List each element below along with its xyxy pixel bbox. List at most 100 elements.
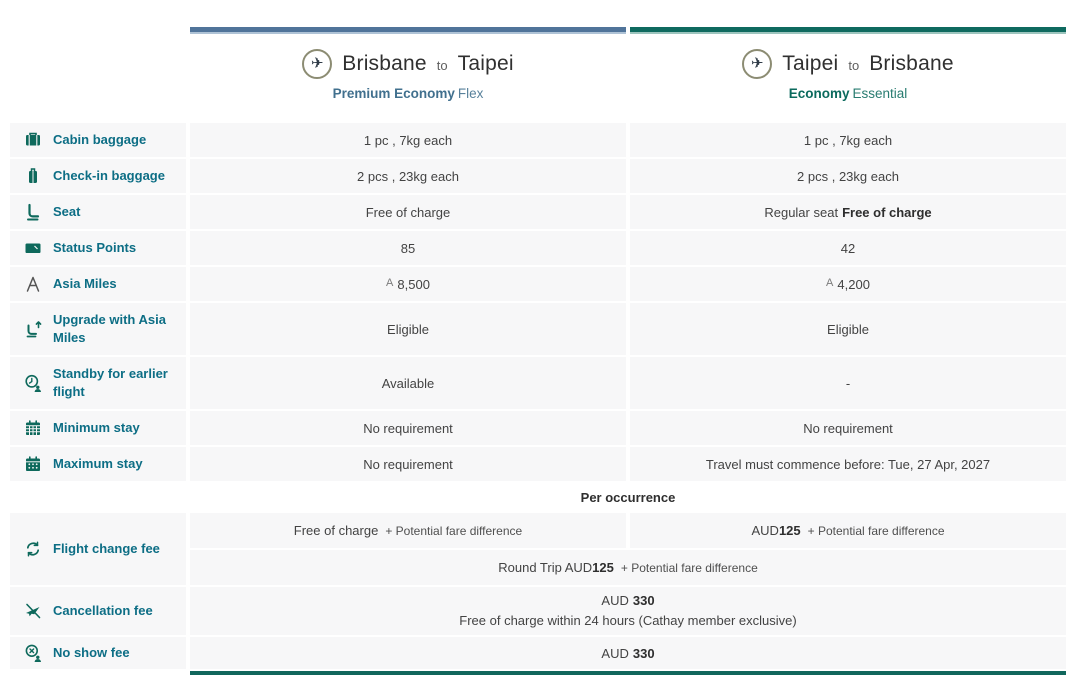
outbound-flight-change-fee: Free of charge + Potential fare differen… — [190, 513, 626, 548]
outbound-maximum-stay-value: No requirement — [190, 447, 626, 481]
row-label-text: Flight change fee — [53, 541, 160, 556]
inbound-cabin-class: Economy Essential — [630, 86, 1066, 101]
outbound-to-label: to — [436, 58, 448, 73]
outbound-fare-type: Flex — [457, 86, 484, 101]
inbound-cabin-name: Economy — [788, 86, 850, 101]
plane-icon: ✈ — [751, 54, 764, 72]
bottom-accent-bar — [190, 671, 1066, 675]
row-cancellation-fee: Cancellation fee — [10, 587, 186, 635]
outbound-minimum-stay-value: No requirement — [190, 411, 626, 445]
cancellation-fee-value: AUD 330 Free of charge within 24 hours (… — [190, 587, 1066, 635]
plane-circle-icon: ✈ — [742, 49, 773, 79]
plane-circle-icon: ✈ — [302, 49, 333, 79]
row-label-text: Asia Miles — [53, 276, 117, 291]
inbound-destination: Brisbane — [869, 52, 954, 75]
inbound-header: ✈ Taipei to Brisbane Economy Essential — [630, 0, 1066, 121]
asia-miles-logo: A — [386, 277, 394, 289]
outbound-cabin-name: Premium Economy — [332, 86, 455, 101]
currency-code: AUD — [751, 523, 779, 538]
row-flight-change-fee: Flight change fee — [10, 513, 186, 585]
fare-comparison-table: ✈ Brisbane to Taipei Premium Economy Flex… — [10, 0, 1080, 675]
outbound-destination: Taipei — [457, 52, 514, 75]
seat-icon — [23, 202, 43, 222]
row-maximum-stay: Maximum stay — [10, 447, 186, 481]
outbound-header: ✈ Brisbane to Taipei Premium Economy Flex — [190, 0, 626, 121]
inbound-upgrade-value: Eligible — [630, 303, 1066, 355]
asia-miles-icon — [23, 274, 43, 294]
outbound-accent-bar-light — [190, 32, 626, 34]
inbound-cabin-baggage-value: 1 pc , 7kg each — [630, 123, 1066, 157]
inbound-accent-bar — [630, 27, 1066, 32]
outbound-route-title: ✈ Brisbane to Taipei — [190, 49, 626, 79]
per-occurrence-label: Per occurrence — [190, 483, 1066, 511]
fare-difference-note: + Potential fare difference — [385, 523, 523, 538]
outbound-standby-value: Available — [190, 357, 626, 409]
plane-icon: ✈ — [311, 54, 324, 72]
inbound-minimum-stay-value: No requirement — [630, 411, 1066, 445]
row-cabin-baggage: Cabin baggage — [10, 123, 186, 157]
currency-code: AUD — [601, 593, 629, 608]
flight-change-fee-value: Free of charge — [293, 523, 379, 538]
fee-amount: 330 — [632, 593, 655, 608]
asia-miles-amount: 4,200 — [837, 276, 870, 292]
row-label-text: Check-in baggage — [53, 168, 165, 183]
seat-value-bold: Free of charge — [842, 204, 932, 220]
per-occurrence-spacer — [10, 483, 186, 511]
checkin-baggage-icon — [23, 166, 43, 186]
inbound-maximum-stay-value: Travel must commence before: Tue, 27 Apr… — [630, 447, 1066, 481]
row-label-text: Standby for earlier flight — [53, 366, 168, 399]
fare-difference-note: + Potential fare difference — [620, 560, 758, 575]
maximum-stay-calendar-icon — [23, 454, 43, 474]
row-label-text: Minimum stay — [53, 420, 140, 435]
row-label-text: Status Points — [53, 240, 137, 255]
seat-value-text: Regular seat — [764, 204, 839, 220]
fee-amount: 330 — [632, 645, 655, 661]
row-asia-miles: Asia Miles — [10, 267, 186, 301]
outbound-origin: Brisbane — [342, 52, 427, 75]
inbound-standby-value: - — [630, 357, 1066, 409]
inbound-asia-miles-value: A 4,200 — [630, 267, 1066, 301]
inbound-seat-value: Regular seat Free of charge — [630, 195, 1066, 229]
inbound-checkin-baggage-value: 2 pcs , 23kg each — [630, 159, 1066, 193]
flight-change-fee-value: AUD 125 — [751, 523, 800, 538]
bottom-bar-spacer — [10, 671, 186, 675]
row-label-text: Upgrade with Asia Miles — [53, 312, 166, 345]
row-no-show-fee: No show fee — [10, 637, 186, 669]
fare-difference-note: + Potential fare difference — [807, 523, 945, 538]
outbound-upgrade-value: Eligible — [190, 303, 626, 355]
header-spacer — [10, 0, 186, 121]
row-label-text: Maximum stay — [53, 456, 143, 471]
cancellation-fee-amount-line: AUD 330 — [601, 591, 654, 611]
outbound-accent-bar — [190, 27, 626, 32]
outbound-cabin-class: Premium Economy Flex — [190, 86, 626, 101]
inbound-route-title: ✈ Taipei to Brisbane — [630, 49, 1066, 79]
row-label-text: Cabin baggage — [53, 132, 147, 147]
asia-miles-amount: 8,500 — [397, 276, 430, 292]
row-status-points: Status Points — [10, 231, 186, 265]
currency-code: AUD — [601, 645, 629, 661]
outbound-checkin-baggage-value: 2 pcs , 23kg each — [190, 159, 626, 193]
fee-amount: 125 — [592, 560, 614, 575]
cancellation-plane-icon — [23, 601, 43, 621]
inbound-accent-bar-light — [630, 32, 1066, 34]
row-checkin-baggage: Check-in baggage — [10, 159, 186, 193]
flight-change-fee-per-leg: Free of charge + Potential fare differen… — [190, 513, 1066, 548]
round-trip-prefix: Round Trip AUD — [498, 560, 593, 575]
row-seat: Seat — [10, 195, 186, 229]
upgrade-seat-icon — [23, 319, 43, 339]
inbound-fare-type: Essential — [852, 86, 908, 101]
round-trip-flight-change-fee: Round Trip AUD 125 + Potential fare diffe… — [190, 550, 1066, 585]
round-trip-fee-value: Round Trip AUD 125 — [498, 560, 614, 575]
row-upgrade-asia-miles: Upgrade with Asia Miles — [10, 303, 186, 355]
cabin-baggage-icon — [23, 130, 43, 150]
inbound-origin: Taipei — [782, 52, 839, 75]
standby-clock-icon — [23, 373, 43, 393]
flight-change-icon — [23, 539, 43, 559]
asia-miles-logo: A — [826, 277, 834, 289]
outbound-cabin-baggage-value: 1 pc , 7kg each — [190, 123, 626, 157]
no-show-fee-value: AUD 330 — [190, 637, 1066, 669]
fee-amount: 125 — [778, 523, 801, 538]
status-points-icon — [23, 238, 43, 258]
no-show-icon — [23, 643, 43, 663]
